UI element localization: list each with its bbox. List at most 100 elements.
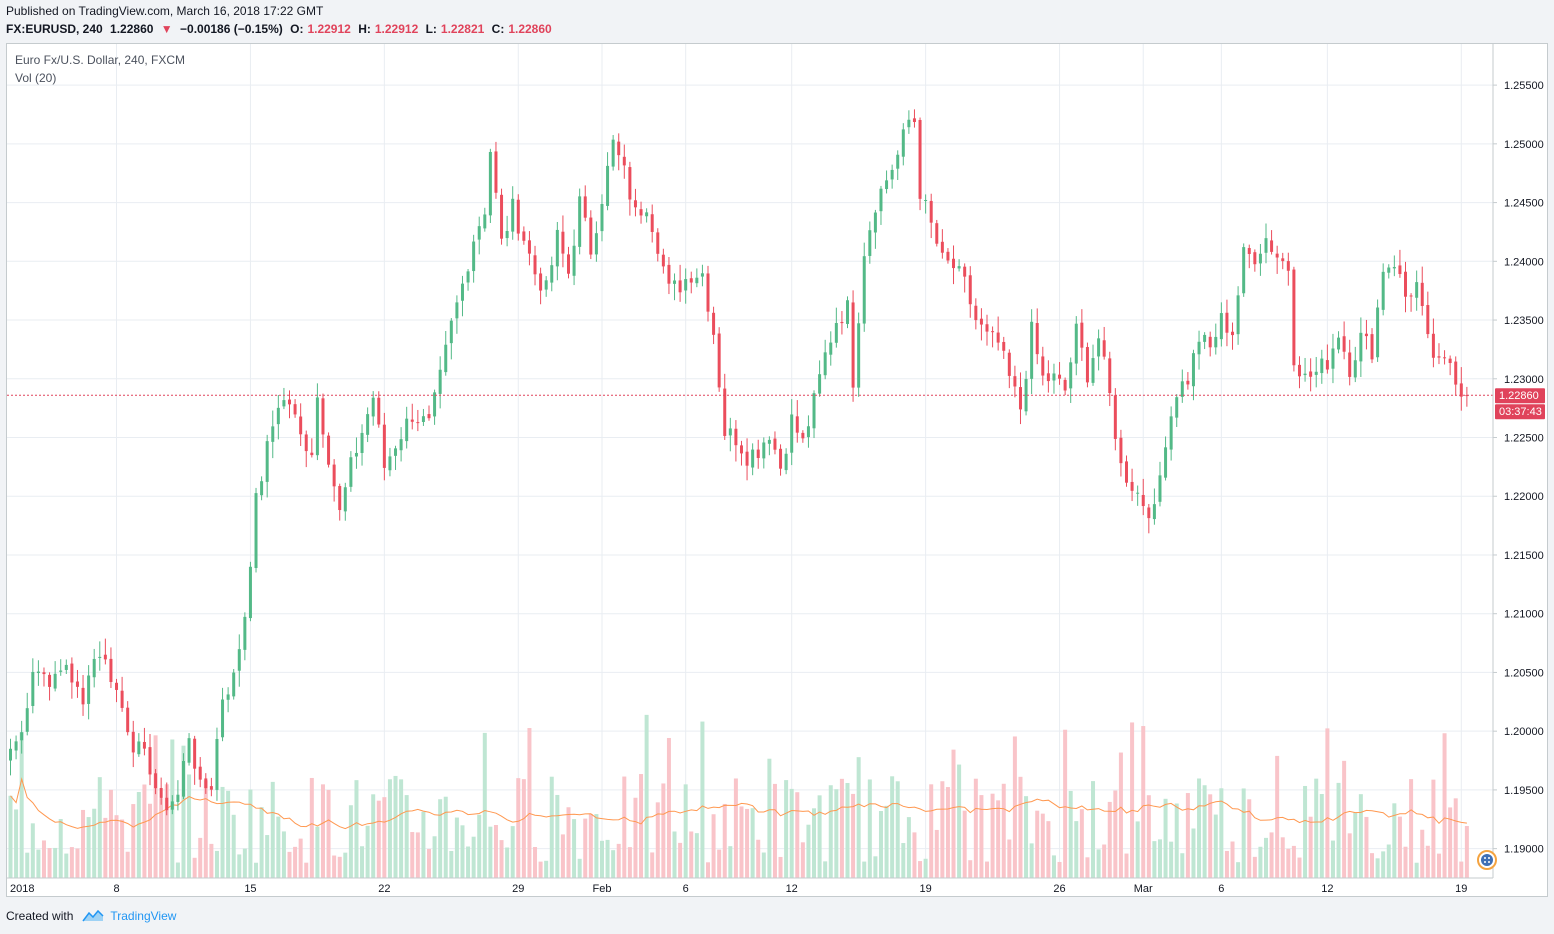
volume-bar [1079, 809, 1084, 878]
volume-bar [203, 780, 208, 878]
candle-body [460, 283, 464, 301]
candle-body [879, 188, 883, 212]
candle-body [103, 654, 107, 660]
candle-body [1242, 247, 1246, 294]
candle-body [483, 214, 487, 229]
volume-bar [1224, 850, 1229, 878]
footer: Created with TradingView [6, 909, 176, 923]
candle-body [198, 766, 202, 780]
created-with-label: Created with [6, 909, 74, 923]
volume-bar [878, 811, 883, 878]
volume-bar [192, 857, 197, 878]
volume-bar [142, 784, 147, 878]
candle-body [739, 445, 743, 454]
candle-body [823, 352, 827, 376]
volume-bar [493, 825, 498, 878]
tradingview-link[interactable]: TradingView [110, 909, 177, 923]
volume-bar [639, 774, 644, 878]
candle-body [371, 397, 375, 417]
candle-body [321, 398, 325, 435]
candle-body [600, 204, 604, 232]
candle-body [327, 435, 331, 465]
candle-body [935, 223, 939, 244]
candle-body [209, 786, 213, 790]
volume-bar [164, 784, 169, 878]
candle-body [834, 323, 838, 343]
volume-bar [1431, 779, 1436, 878]
candle-body [991, 331, 995, 333]
volume-bar [957, 764, 962, 878]
time-axis-label: 6 [1218, 883, 1224, 895]
candle-body [1130, 481, 1134, 491]
volume-bar [86, 817, 91, 878]
candle-body [388, 456, 392, 471]
candle-body [907, 119, 911, 128]
candle-body [812, 393, 816, 429]
candle-body [539, 273, 543, 291]
volume-bar [320, 784, 325, 878]
time-axis-label: 19 [919, 883, 931, 895]
volume-bar [661, 783, 666, 878]
volume-bar [1414, 862, 1419, 878]
volume-bar [1085, 857, 1090, 878]
volume-bar [767, 758, 772, 878]
chart-frame[interactable] [6, 43, 1548, 897]
volume-bar [650, 852, 655, 878]
candle-body [36, 671, 40, 674]
tradingview-brand[interactable]: TradingView [81, 909, 176, 923]
volume-bar [583, 818, 588, 878]
close-value: 1.22860 [508, 22, 552, 36]
volume-bar [1230, 841, 1235, 878]
candle-body [494, 151, 498, 193]
price-axis-label: 1.23000 [1504, 374, 1544, 386]
volume-bar [862, 861, 867, 878]
volume-bar [153, 735, 158, 878]
volume-bar [449, 850, 454, 878]
candle-body [1136, 492, 1140, 494]
volume-bar [906, 817, 911, 878]
volume-bar [1113, 790, 1118, 878]
volume-bar [108, 789, 113, 878]
volume-bar [812, 808, 817, 878]
volume-bar [756, 839, 761, 878]
candle-body [165, 797, 169, 811]
volume-bar [1174, 803, 1179, 878]
volume-bar [1197, 778, 1202, 878]
candle-body [583, 196, 587, 218]
candle-body [1337, 337, 1341, 350]
volume-bar [722, 803, 727, 878]
volume-bar [1130, 722, 1135, 878]
volume-bar [281, 831, 286, 878]
price-axis-label: 1.19000 [1504, 844, 1544, 856]
candle-body [243, 616, 247, 650]
volume-bar [1046, 821, 1051, 878]
volume-bar [1118, 752, 1123, 878]
candle-body [1164, 447, 1168, 478]
settings-circle-icon[interactable] [1477, 850, 1497, 870]
price-axis-label: 1.21500 [1504, 550, 1544, 562]
volume-bar [410, 832, 415, 878]
candle-body [98, 656, 102, 658]
symbol-label: FX:EURUSD, 240 [6, 22, 103, 36]
volume-bar [918, 861, 923, 878]
volume-bar [572, 819, 577, 878]
candle-body [1353, 360, 1357, 378]
candle-body [70, 663, 74, 683]
time-axis-label: 12 [786, 883, 798, 895]
time-axis-label: 22 [378, 883, 390, 895]
volume-bar [242, 848, 247, 878]
candle-body [1236, 295, 1240, 335]
volume-bar [739, 806, 744, 878]
volume-bar [1051, 855, 1056, 878]
volume-bar [97, 777, 102, 878]
candle-body [433, 392, 437, 417]
time-axis: 2018 8 15 22 29 Feb 6 12 19 26 Mar 6 12 19 [7, 877, 1493, 895]
volume-bar [14, 809, 19, 878]
candle-body [1320, 358, 1324, 374]
volume-bar [47, 848, 52, 878]
candle-body [912, 118, 916, 123]
candle-body [650, 214, 654, 232]
candle-body [873, 212, 877, 233]
candle-body [25, 708, 29, 732]
